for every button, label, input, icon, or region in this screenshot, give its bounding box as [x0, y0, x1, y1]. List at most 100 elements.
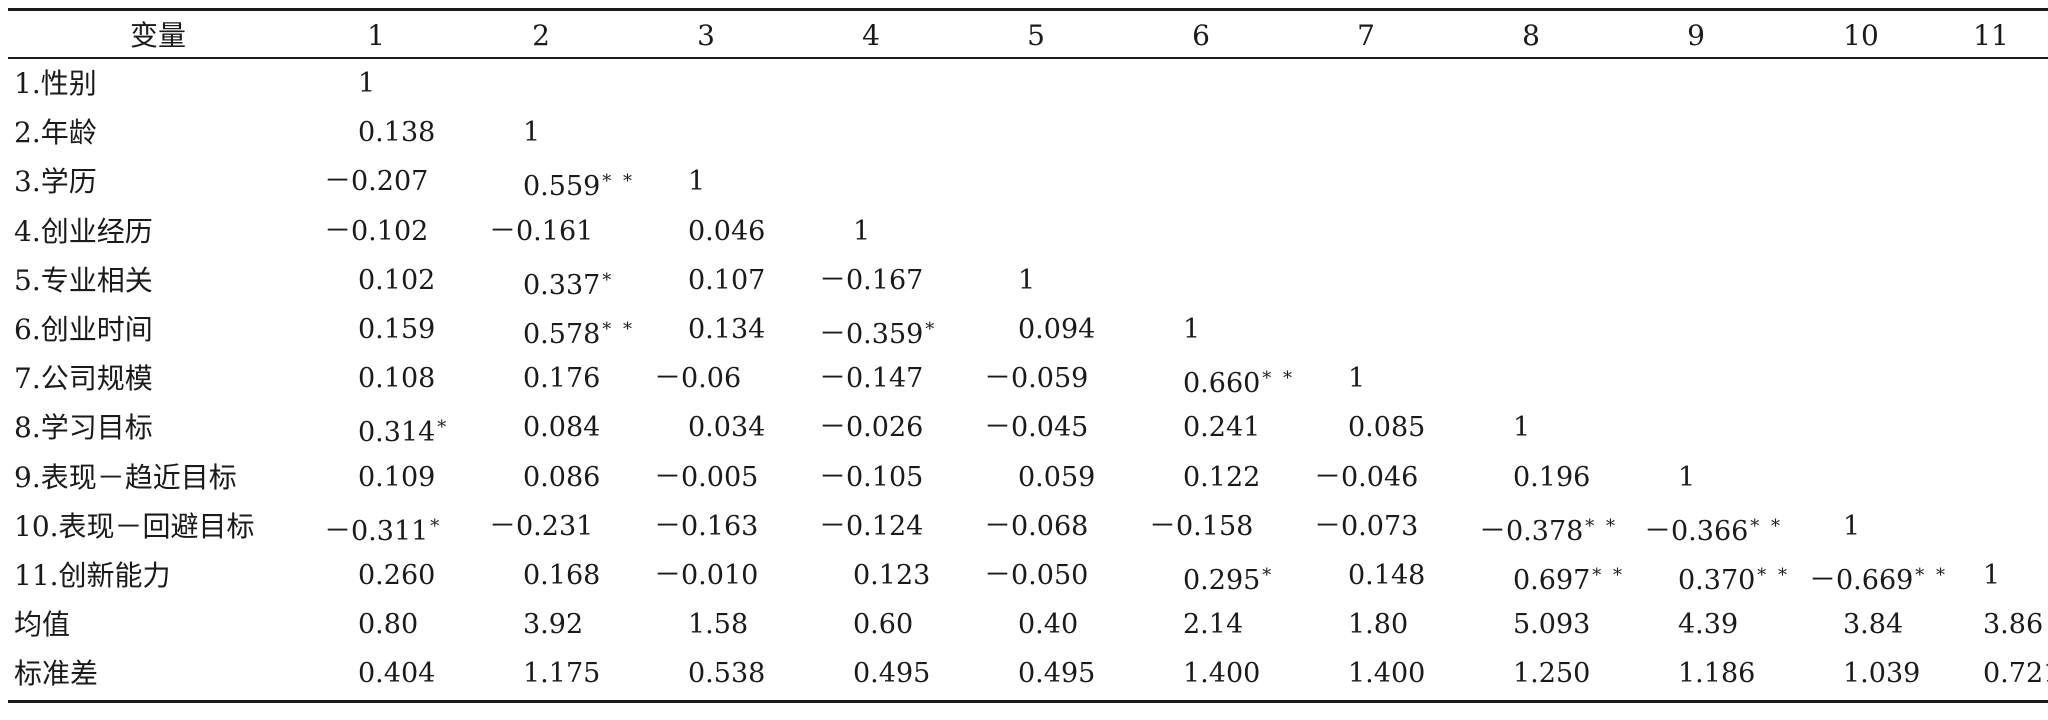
table-row: 4.创业经历 －0.102 －0.161 0.046 1 [8, 207, 2048, 257]
table-cell: 1 [1983, 551, 2000, 601]
cell-value: 0.059 [1018, 461, 1096, 493]
table-row: 8.学习目标 0.314 * 0.084 0.034 －0.026 －0.045 0.241 0… [8, 403, 2048, 453]
table-cell: 3.92 [523, 600, 583, 650]
table-cell: 1 [1348, 354, 1365, 404]
table-cell: 0.559 * * [523, 157, 635, 207]
cell-value: －0.124 [819, 510, 924, 542]
cell-value: －0.026 [819, 412, 924, 444]
table-cell: 1 [1018, 256, 1035, 306]
significance-marker: * [925, 319, 938, 340]
cell-value: 1.80 [1348, 609, 1409, 641]
cell-value: －0.050 [984, 560, 1089, 591]
cell-value: 0.134 [688, 314, 766, 345]
cell-value: 1 [1513, 412, 1531, 444]
table-cell: 0.084 [523, 403, 600, 453]
table-cell: 0.059 [1018, 453, 1095, 503]
table-cell: 1 [523, 108, 540, 158]
table-cell: 0.108 [358, 354, 435, 404]
row-label: 6.创业时间 [14, 313, 153, 346]
cell-value: 0.370 [1678, 565, 1756, 596]
significance-marker: * * [602, 171, 636, 193]
table-cell: 1 [1678, 453, 1695, 503]
table-cell: －0.045 [984, 403, 1088, 453]
cell-value: 0.578 [523, 319, 601, 350]
table-cell: 0.159 [358, 305, 435, 355]
cell-value: 1 [1843, 510, 1861, 542]
cell-value: －0.669 [1809, 565, 1914, 596]
cell-value: 0.102 [358, 264, 436, 296]
cell-value: －0.311 [324, 515, 429, 547]
cell-value: 3.84 [1843, 609, 1904, 641]
table-cell: 1 [688, 157, 705, 207]
row-label: 11.创新能力 [14, 559, 171, 592]
table-cell: 1 [358, 59, 375, 109]
table-cell: 0.241 [1183, 403, 1260, 453]
table-cell: －0.669 * * [1809, 551, 1948, 601]
cell-value: 4.39 [1678, 609, 1739, 641]
cell-value: 0.109 [358, 461, 436, 493]
table-row: 6.创业时间 0.159 0.578 * * 0.134 －0.359 * 0.094 1 [8, 305, 2048, 355]
cell-value: 1.400 [1348, 658, 1426, 690]
table-row: 5.专业相关 0.102 0.337 * 0.107 －0.167 1 [8, 256, 2048, 306]
table-cell: －0.147 [819, 354, 923, 404]
cell-value: 1 [1983, 560, 2001, 591]
cell-value: 1 [1678, 461, 1696, 493]
cell-value: 1.400 [1183, 658, 1261, 690]
cell-value: 0.159 [358, 314, 436, 345]
cell-value: －0.366 [1644, 515, 1749, 547]
table-cell: 1.039 [1843, 649, 1920, 699]
cell-value: －0.06 [654, 363, 742, 395]
cell-value: 1.58 [688, 609, 749, 641]
cell-value: 0.260 [358, 560, 436, 591]
cell-value: 0.80 [358, 609, 419, 641]
correlation-table: 变量 1 2 3 4 5 6 7 8 9 10 11 1.性别 1 2.年龄 0.138 1 3.学历 －0.2… [8, 0, 2048, 720]
table-cell: 0.122 [1183, 453, 1260, 503]
table-cell: 0.086 [523, 453, 600, 503]
table-cell: －0.163 [654, 502, 758, 552]
table-cell: 4.39 [1678, 600, 1738, 650]
cell-value: 0.085 [1348, 412, 1426, 444]
table-cell: 0.314 * [358, 403, 449, 453]
cell-value: －0.059 [984, 363, 1089, 395]
cell-value: 0.148 [1348, 560, 1426, 591]
table-row: 10.表现－回避目标 －0.311 * －0.231 －0.163 －0.124 －0.06… [8, 502, 2048, 552]
header-col-10: 10 [1843, 19, 1879, 52]
table-cell: 1.80 [1348, 600, 1408, 650]
header-col-2: 2 [532, 19, 550, 52]
table-cell: 1.400 [1348, 649, 1425, 699]
cell-value: 0.108 [358, 363, 436, 395]
table-cell: 1.175 [523, 649, 600, 699]
header-col-9: 9 [1687, 19, 1705, 52]
header-col-4: 4 [862, 19, 880, 52]
significance-marker: * * [602, 319, 636, 340]
table-cell: 0.578 * * [523, 305, 635, 355]
table-row: 2.年龄 0.138 1 [8, 108, 2048, 158]
cell-value: －0.158 [1149, 510, 1254, 542]
cell-value: 0.168 [523, 560, 601, 591]
cell-value: 1 [688, 166, 706, 198]
table-cell: 0.094 [1018, 305, 1095, 355]
table-cell: 0.80 [358, 600, 418, 650]
table-cell: 0.176 [523, 354, 600, 404]
cell-value: －0.068 [984, 510, 1089, 542]
header-col-11: 11 [1973, 19, 2009, 52]
cell-value: 0.495 [853, 658, 931, 690]
table-cell: －0.059 [984, 354, 1088, 404]
cell-value: 0.123 [853, 560, 931, 591]
cell-value: 0.60 [853, 609, 914, 641]
row-label: 4.创业经历 [14, 214, 153, 248]
cell-value: 1 [523, 117, 541, 149]
cell-value: －0.005 [654, 461, 759, 493]
cell-value: 0.314 [358, 417, 436, 449]
table-cell: 0.370 * * [1678, 551, 1790, 601]
table-cell: －0.124 [819, 502, 923, 552]
table-cell: －0.366 * * [1644, 502, 1783, 552]
cell-value: 1 [853, 215, 871, 247]
header-col-7: 7 [1357, 19, 1375, 52]
significance-marker: * [1262, 565, 1275, 586]
table-cell: －0.102 [324, 207, 428, 257]
row-label: 3.学历 [14, 165, 97, 199]
table-cell: 1.250 [1513, 649, 1590, 699]
cell-value: －0.231 [489, 510, 594, 542]
table-cell: 1.400 [1183, 649, 1260, 699]
